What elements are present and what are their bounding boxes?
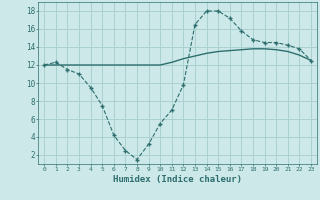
X-axis label: Humidex (Indice chaleur): Humidex (Indice chaleur) (113, 175, 242, 184)
